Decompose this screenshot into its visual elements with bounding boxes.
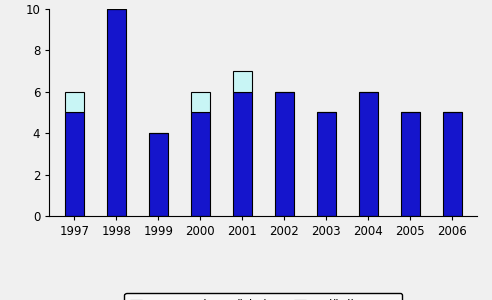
Bar xyxy=(65,92,84,112)
Bar xyxy=(191,92,210,112)
Bar xyxy=(107,9,126,216)
Bar xyxy=(275,92,294,216)
Bar xyxy=(233,92,252,216)
Bar xyxy=(359,92,377,216)
Bar xyxy=(317,112,336,216)
Bar xyxy=(149,133,168,216)
Legend: Prov med anmärkning, Otjänligt prov: Prov med anmärkning, Otjänligt prov xyxy=(124,293,402,300)
Bar xyxy=(65,112,84,216)
Bar xyxy=(443,112,461,216)
Bar xyxy=(400,112,420,216)
Bar xyxy=(233,71,252,92)
Bar xyxy=(191,112,210,216)
